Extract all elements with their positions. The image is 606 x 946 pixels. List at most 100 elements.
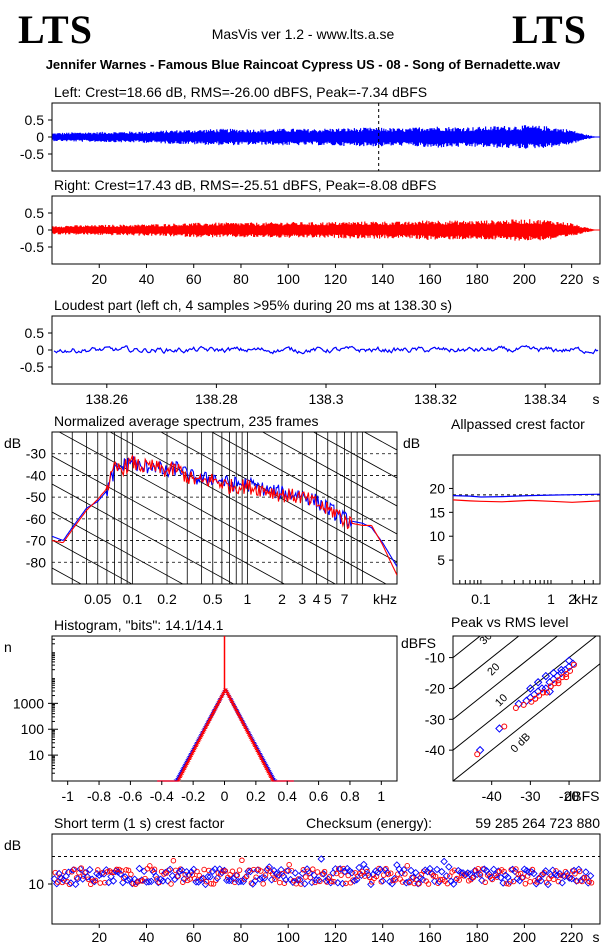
crest-point-left: [355, 863, 363, 872]
crest-point-right: [494, 874, 500, 880]
crest-point-left: [468, 873, 477, 882]
crest-point-right: [302, 874, 309, 880]
y-tick-label: 1000: [13, 695, 44, 711]
crest-point-right: [57, 874, 63, 880]
peak-rms-point-right: [570, 661, 577, 668]
y-tick-label: -20: [425, 680, 445, 696]
crest-point-left: [433, 865, 441, 874]
crest-point-right: [321, 868, 328, 875]
y-tick-label: -30: [26, 446, 46, 462]
crest-point-right: [258, 868, 264, 874]
x-tick-label: 0.5: [203, 591, 223, 607]
crest-point-left: [572, 877, 581, 885]
x-tick-label: -0.2: [181, 788, 205, 804]
crest-point-right: [95, 867, 101, 873]
slope-line: [261, 432, 397, 507]
spectrum-right-curve: [52, 455, 397, 576]
x-unit: kHz: [574, 591, 598, 607]
spectrum-ylabel: dB: [4, 435, 21, 451]
crest-point-left: [286, 875, 295, 884]
crest-point-right: [387, 870, 394, 876]
x-tick-label: 2: [278, 591, 286, 607]
left-wave-title: Left: Crest=18.66 dB, RMS=-26.00 dBFS, P…: [54, 84, 427, 100]
crest-point-right: [477, 872, 484, 878]
crest-point-right: [338, 872, 344, 878]
crest-point-left: [341, 867, 349, 876]
histogram-panel: Histogram, "bits": 14.1/14.1n100010010-1…: [4, 617, 398, 804]
crest-point-right: [470, 874, 477, 881]
loudest-panel: Loudest part (left ch, 4 samples >95% du…: [20, 297, 601, 407]
x-tick-label: 0.1: [471, 591, 491, 607]
x-tick-label: 1: [377, 788, 385, 804]
y-tick-label: -50: [26, 489, 46, 505]
peak-rms-point-left: [557, 665, 566, 675]
crest-point-right: [425, 881, 432, 887]
crest-point-right: [78, 865, 85, 871]
crest-point-left: [386, 878, 394, 886]
y-tick-label: 0.5: [25, 112, 45, 128]
y-tick-label: 5: [437, 552, 445, 568]
y-tick-label: 10: [28, 876, 44, 892]
crest-point-right: [52, 869, 59, 876]
x-tick-label: -40: [482, 788, 502, 804]
y-tick-label: 15: [429, 504, 445, 520]
y-tick-label: -10: [425, 650, 445, 666]
slope-line: [52, 455, 286, 584]
crest-point-left: [520, 865, 529, 874]
x-tick-label: 40: [139, 271, 155, 287]
diagonal-label: 20: [485, 661, 502, 678]
x-tick-label: 138.26: [85, 391, 128, 407]
x-tick-label: 4: [313, 591, 321, 607]
crest-point-right: [203, 878, 210, 885]
peak-rms-point-right: [551, 680, 558, 687]
lts-logo-right: LTS: [512, 7, 587, 52]
crest-point-left: [582, 868, 590, 876]
y-tick-label: -0.5: [20, 239, 44, 255]
crest-point-right: [317, 878, 323, 885]
crest-point-left: [244, 867, 252, 876]
crest-point-left: [211, 865, 219, 873]
crest-point-right: [194, 868, 200, 875]
y-tick-label: -40: [425, 742, 445, 758]
crest-point-left: [119, 878, 127, 887]
crest-point-right: [550, 876, 557, 883]
peak-rms-point-right: [532, 695, 539, 702]
x-tick-label: 138.34: [524, 391, 567, 407]
crest-point-right: [170, 857, 177, 864]
crest-point-right: [201, 866, 207, 873]
crest-point-right: [437, 876, 444, 883]
crest-point-left: [135, 864, 144, 873]
x-tick-label: 138.32: [414, 391, 457, 407]
crest-point-right: [182, 871, 188, 878]
crest-point-left: [482, 867, 491, 875]
x-tick-label: 40: [139, 929, 155, 945]
crest-point-left: [586, 872, 595, 880]
peak-rms-point-right: [567, 667, 574, 674]
crest-point-right: [191, 875, 198, 882]
y-tick-label: -60: [26, 511, 46, 527]
crest-point-right: [276, 879, 283, 886]
crest-point-right: [168, 881, 174, 887]
crest-point-left: [227, 876, 236, 885]
x-tick-label: 1: [547, 591, 555, 607]
peak-rms-point-left: [475, 745, 485, 755]
allpass-ylabel: dB: [403, 435, 420, 451]
crest-point-left: [204, 872, 212, 881]
peak-rms-point-right: [536, 692, 543, 699]
checksum-value: 59 285 264 723 880: [475, 815, 600, 831]
crest-point-right: [180, 879, 186, 885]
crest-point-right: [489, 876, 496, 883]
crest-point-right: [125, 867, 132, 874]
crest-point-right: [300, 867, 307, 873]
spectrum-title: Normalized average spectrum, 235 frames: [54, 413, 319, 429]
crest-point-left: [159, 877, 167, 885]
x-tick-label: -0.8: [87, 788, 111, 804]
y-tick-label: 10: [429, 528, 445, 544]
crest-point-left: [419, 875, 427, 884]
crest-point-right: [581, 875, 588, 881]
crest-point-left: [414, 879, 422, 888]
crest-point-left: [300, 880, 309, 888]
crest-point-left: [74, 874, 82, 883]
x-tick-label: 0.8: [340, 788, 360, 804]
